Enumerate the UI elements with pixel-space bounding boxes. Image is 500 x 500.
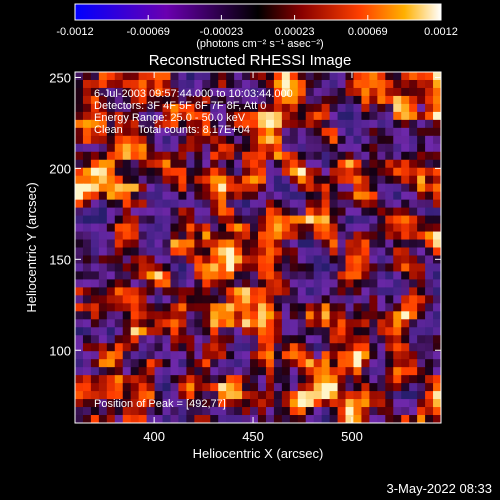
y-axis-label: Heliocentric Y (arcsec): [24, 182, 39, 312]
y-tick-label: 150: [49, 252, 71, 267]
axis-ticks: 400 450 500 100 150 200 250 Heliocentric X (arc…: [24, 70, 441, 461]
colorbar-ticks: -0.0012 -0.00069 -0.00023 0.00023 0.00069 0.0…: [56, 15, 458, 38]
chart-title: Reconstructed RHESSI Image: [148, 52, 352, 69]
colorbar-tick-label: 0.0012: [424, 26, 458, 38]
colorbar-units: (photons cm⁻² s⁻¹ asec⁻²): [196, 38, 324, 50]
annotation-detectors: Detectors: 3F 4F 5F 6F 7F 8F, Att 0: [94, 100, 267, 112]
x-tick-label: 500: [341, 429, 363, 444]
colorbar-tick-label: -0.00069: [126, 26, 169, 38]
annotation-peak-position: Position of Peak = [492,77]: [94, 398, 226, 410]
colorbar-tick-label: 0.00023: [275, 26, 315, 38]
colorbar-tick-label: -0.0012: [56, 26, 93, 38]
annotation-method: Clean Total counts: 8.17E+04: [94, 124, 251, 136]
x-tick-label: 450: [242, 429, 264, 444]
footer-date: 3-May-2022 08:33: [386, 481, 492, 496]
x-tick-label: 400: [143, 429, 165, 444]
colorbar-tick-label: -0.00023: [200, 26, 243, 38]
x-axis-label: Heliocentric X (arcsec): [193, 446, 324, 461]
y-tick-label: 200: [49, 161, 71, 176]
plot-frame: [74, 71, 442, 424]
y-tick-label: 100: [49, 343, 71, 358]
y-tick-label: 250: [49, 70, 71, 85]
heatmap-image: [75, 72, 442, 424]
annotation-energy: Energy Range: 25.0 - 50.0 keV: [94, 112, 246, 124]
annotation-time-range: 6-Jul-2003 09:57:44.000 to 10:03:44.000: [94, 88, 293, 100]
colorbar-tick-label: 0.00069: [348, 26, 388, 38]
colorbar: [74, 3, 442, 21]
